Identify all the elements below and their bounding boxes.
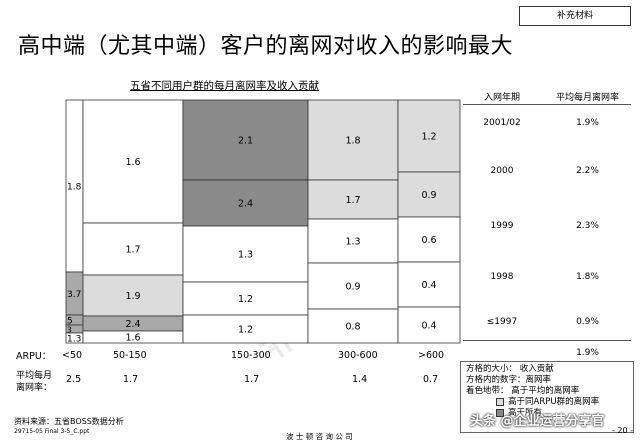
header-divider [463,104,631,105]
arpu-label: ARPU： [16,351,52,362]
toutiao-watermark: 头条 @企业运营分享官 [470,414,605,429]
mekko-cell [182,225,309,283]
cell-value-label: 1.3 [345,237,360,248]
cell-value-label: 1.2 [421,132,436,143]
cell-value-label: 1.3 [67,335,81,345]
cell-value-label: 1.2 [238,325,253,336]
avg-rate-value: 1.7 [123,374,139,385]
cell-value-label: 1.8 [67,183,82,193]
cell-value-label: 3 [67,326,72,335]
mekko-cell [82,222,184,276]
mekko-cell [397,306,461,344]
chart-title: 五省不同用户群的每月离网率及收入贡献 [130,80,319,92]
avg-rate-value: 1.7 [244,374,260,385]
mekko-cell [307,179,399,220]
page-number: - 20 - [612,426,634,435]
arpu-tick: 50-150 [113,350,147,361]
legend: 方格的大小： 收入贡献 方格内的数字：离网率 着色地带： 高于平均的离网率 高于… [460,361,634,433]
avg-rate-label-2: 离网率： [16,383,53,393]
row-year: 1998 [490,272,514,282]
header-avg-rate: 平均每月离网率 [555,93,619,103]
legend-arpu-group: 高于同ARPU群的离网率 [466,397,628,408]
arpu-tick: <50 [62,350,83,361]
row-year: 2000 [490,166,514,176]
supplementary-tag: 补充材料 [519,6,631,26]
total-rate: 1.9% [576,348,599,358]
mekko-cell [307,308,399,344]
row-year: 2001/02 [483,118,521,128]
mekko-cell [182,179,309,227]
light-swatch-icon [496,397,504,406]
row-rate: 1.8% [576,272,599,282]
mekko-cell [307,218,399,264]
cell-value-label: 3.7 [67,290,81,300]
mekko-cell [397,261,461,308]
dark-swatch-icon [496,408,504,417]
arpu-tick: >600 [418,350,445,361]
cell-value-label: 1.6 [125,333,140,344]
row-rate: 0.9% [576,317,599,327]
company-name: 波 士 顿 咨 询 公 司 [286,432,353,441]
avg-rate-value: 1.4 [352,374,368,385]
mekko-cell [397,171,461,218]
mekko-cell [397,99,461,173]
total-divider [463,340,631,341]
cell-value-label: 5 [67,317,73,327]
file-name: 29715-05 Final 3-5_C.ppt [14,428,90,435]
avg-rate-value: 2.5 [66,374,82,385]
legend-size: 方格的大小： 收入贡献 [466,364,554,374]
cell-value-label: 0.6 [421,235,436,246]
cell-value-label: 0.9 [421,190,436,201]
row-year: ≤1997 [486,317,518,327]
row-rate: 1.9% [576,118,599,128]
legend-all: 高于所有 [466,408,628,419]
cell-value-label: 0.4 [421,280,436,291]
arpu-tick: 300-600 [338,350,378,361]
row-year: 1999 [490,221,514,231]
source-note: 资料来源：五省BOSS数据分析 [14,417,124,426]
cell-value-label: 1.7 [125,245,140,256]
row-rate: 2.3% [576,221,599,231]
header-join-year: 入网年期 [483,93,520,103]
row-rate: 2.2% [576,166,599,176]
cell-value-label: 2.4 [125,319,140,330]
legend-shading: 着色地带： 高于平均的离网率 [466,386,580,396]
cell-value-label: 2.4 [238,199,253,210]
cell-value-label: 0.4 [421,321,436,332]
avg-rate-label-1: 平均每月 [16,371,53,381]
cell-value-label: 2.1 [238,136,253,147]
mekko-cell [82,274,184,317]
cell-value-label: 0.8 [345,322,360,333]
cell-value-label: 1.2 [238,294,253,305]
legend-number: 方格内的数字：离网率 [466,375,552,385]
arpu-tick: 150-300 [231,350,271,361]
cell-value-label: 1.3 [238,250,253,261]
cell-value-label: 1.8 [345,136,360,147]
cell-value-label: 1.9 [125,291,140,302]
cell-value-label: 0.9 [345,282,360,293]
page-title: 高中端（尤其中端）客户的离网对收入的影响最大 [18,34,514,59]
cell-value-label: 1.7 [345,195,360,206]
avg-rate-value: 0.7 [423,374,439,385]
cell-value-label: 1.6 [125,157,140,168]
